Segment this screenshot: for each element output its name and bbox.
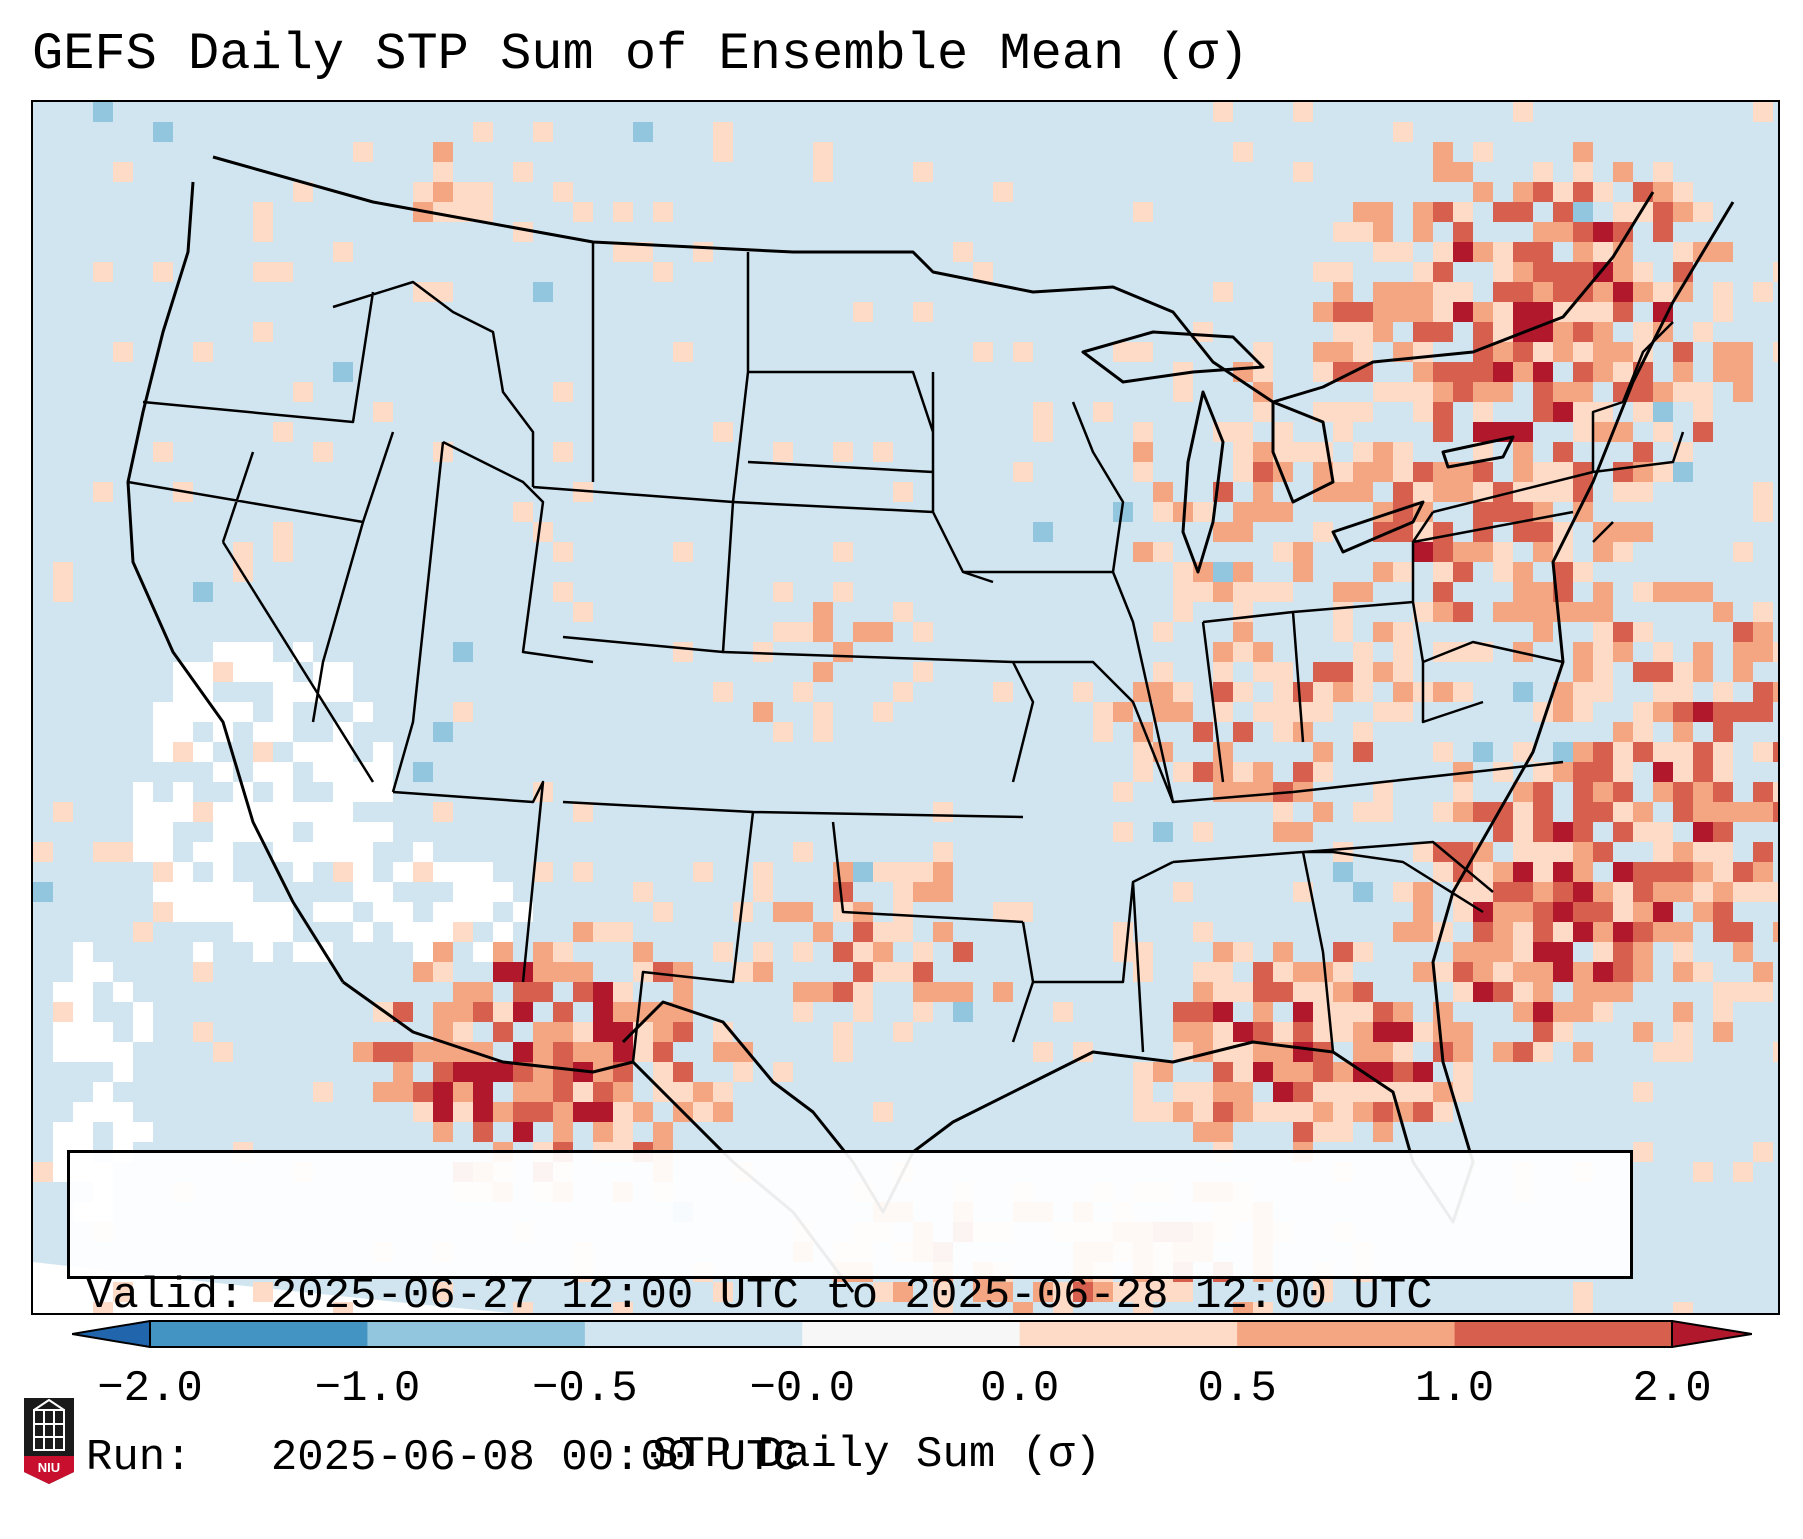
colorbar-bins — [150, 1321, 1673, 1347]
canada-us-border — [212, 155, 1655, 404]
colorbar-tick-label: 1.0 — [1414, 1364, 1495, 1414]
colorbar-tick-label: 0.0 — [980, 1364, 1060, 1414]
map-panel[interactable] — [31, 100, 1780, 1315]
lake-michigan — [1181, 390, 1225, 574]
run-row: Run: 2025-06-08 00:00 UTC — [86, 1431, 1630, 1485]
colorbar-bin — [802, 1321, 1021, 1347]
colorbar-bin — [1237, 1321, 1456, 1347]
colorbar-tick-label: −0.5 — [532, 1364, 638, 1414]
off-domain-area — [33, 1262, 510, 1313]
valid-label: Valid: — [86, 1271, 245, 1321]
colorbar-bin — [1019, 1321, 1238, 1347]
niu-logo-icon: NIU — [24, 1398, 74, 1484]
lake-huron — [1271, 400, 1335, 504]
state-lines — [127, 242, 1685, 1063]
colorbar-tick-label: 2.0 — [1632, 1364, 1712, 1414]
lake-ontario — [1441, 435, 1515, 469]
stp-anomaly-cells — [33, 102, 1778, 1313]
svg-text:NIU: NIU — [38, 1460, 60, 1475]
colorbar-bin — [367, 1321, 586, 1347]
run-label: Run: — [86, 1433, 192, 1483]
colorbar-outline — [149, 1320, 1673, 1348]
lake-erie — [1331, 500, 1425, 554]
west-coast — [126, 181, 345, 983]
colorbar-under-extend — [72, 1320, 151, 1348]
colorbar-bin — [150, 1321, 368, 1347]
colorbar-label: STP Daily Sum (σ) — [652, 1430, 1101, 1480]
lake-superior — [1081, 330, 1265, 384]
map-svg — [33, 102, 1778, 1313]
colorbar-tick-label: −1.0 — [314, 1364, 421, 1414]
colorbar-tick-label: −2.0 — [97, 1364, 203, 1414]
chart-title: GEFS Daily STP Sum of Ensemble Mean (σ) — [32, 25, 1249, 84]
colorbar-bin — [584, 1321, 803, 1347]
colorbar-bin — [1454, 1321, 1673, 1347]
colorbar-tick-label: 0.5 — [1197, 1364, 1277, 1414]
run-value: 2025-06-08 00:00 UTC — [270, 1433, 799, 1483]
valid-run-info-box: Valid: 2025-06-27 12:00 UTC to 2025-06-2… — [67, 1150, 1633, 1483]
colorbar-over-extend — [1671, 1320, 1752, 1348]
valid-value: 2025-06-27 12:00 UTC to 2025-06-28 12:00… — [270, 1271, 1433, 1321]
colorbar-tick-label: −0.0 — [749, 1364, 856, 1414]
colorbar — [72, 1320, 1752, 1348]
valid-row: Valid: 2025-06-27 12:00 UTC to 2025-06-2… — [86, 1269, 1630, 1323]
east-gulf-coast — [621, 201, 1735, 1224]
